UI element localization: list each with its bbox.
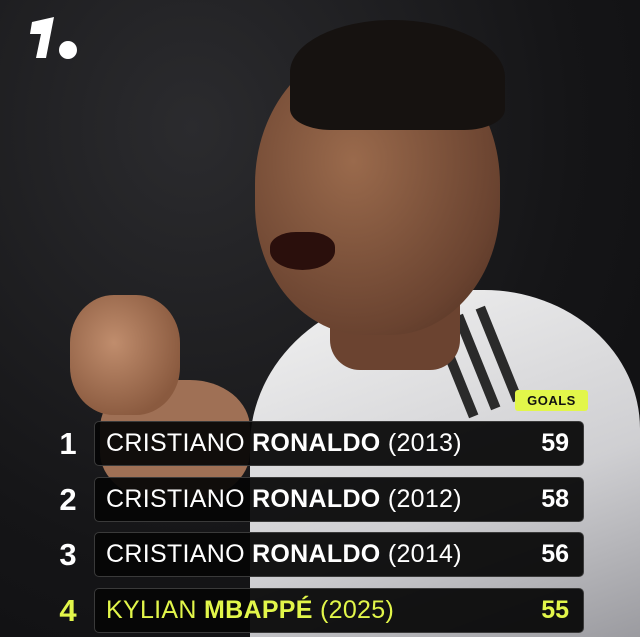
rank-number: 3: [59, 537, 77, 572]
season-year: (2025): [320, 596, 395, 624]
first-name: CRISTIANO: [106, 429, 245, 457]
last-name: RONALDO: [252, 540, 381, 568]
first-name: CRISTIANO: [106, 485, 245, 513]
last-name: MBAPPÉ: [203, 596, 313, 624]
player-name: CRISTIANO RONALDO (2012): [106, 478, 462, 521]
player-name: CRISTIANO RONALDO (2013): [106, 422, 462, 465]
ranking-row: KYLIAN MBAPPÉ (2025) 55: [94, 588, 584, 633]
season-year: (2014): [387, 540, 462, 568]
ranking-row: CRISTIANO RONALDO (2014) 56: [94, 532, 584, 577]
goals-column-badge: GOALS: [515, 390, 588, 411]
onefootball-logo-icon: [30, 17, 77, 59]
mouth: [270, 232, 335, 270]
ranking-row: CRISTIANO RONALDO (2013) 59: [94, 421, 584, 466]
goals-value: 58: [541, 485, 569, 513]
player-name: CRISTIANO RONALDO (2014): [106, 533, 462, 576]
goals-value: 59: [541, 429, 569, 457]
first-name: KYLIAN: [106, 596, 197, 624]
last-name: RONALDO: [252, 429, 381, 457]
goals-value: 55: [541, 596, 569, 624]
rank-number: 2: [59, 482, 77, 517]
last-name: RONALDO: [252, 485, 381, 513]
rank-number: 4: [59, 593, 77, 628]
season-year: (2013): [387, 429, 462, 457]
fist: [70, 295, 180, 415]
goals-value: 56: [541, 540, 569, 568]
rank-number: 1: [59, 426, 77, 461]
player-name: KYLIAN MBAPPÉ (2025): [106, 589, 394, 632]
first-name: CRISTIANO: [106, 540, 245, 568]
ranking-row: CRISTIANO RONALDO (2012) 58: [94, 477, 584, 522]
hair: [290, 20, 505, 130]
season-year: (2012): [387, 485, 462, 513]
